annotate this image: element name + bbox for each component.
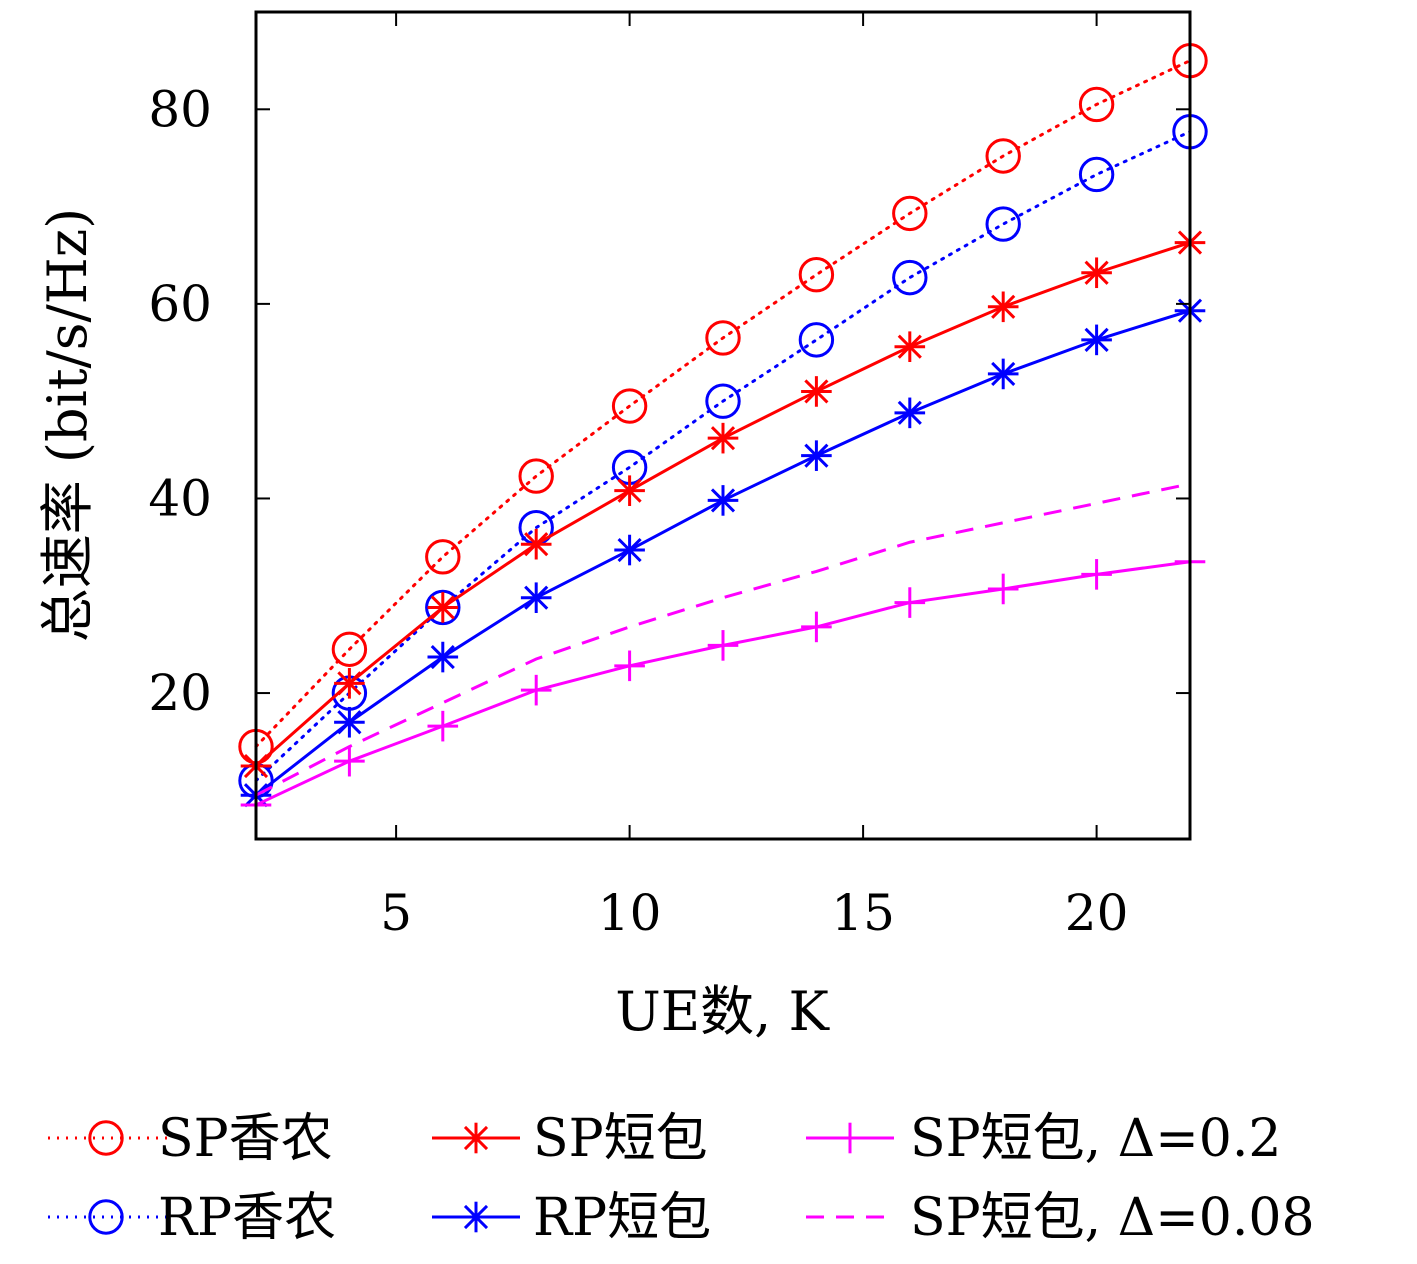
x-tick-label: 15 [831, 884, 895, 942]
data-point-circle [425, 539, 461, 575]
x-tick-label: 5 [380, 884, 412, 942]
data-point-asterisk [520, 582, 552, 614]
series-line [255, 309, 1191, 797]
data-point-asterisk [894, 331, 926, 362]
legend-item-4: SP短包, Δ=0.2 [806, 1109, 1282, 1169]
legend-label: SP短包 [533, 1109, 708, 1169]
plot-frame [254, 10, 1192, 841]
series-4 [240, 546, 1206, 821]
data-point-plus [834, 1122, 866, 1154]
legend-label: RP短包 [533, 1188, 711, 1248]
legend-item-5: SP短包, Δ=0.08 [806, 1188, 1315, 1248]
data-point-circle [798, 322, 835, 358]
data-point-plus [334, 745, 365, 777]
x-axis-title: UE数, K [615, 980, 830, 1043]
data-point-circle [892, 259, 928, 296]
series-line [254, 130, 1192, 783]
data-point-circle [985, 138, 1021, 174]
legend-item-1: RP香农 [48, 1188, 336, 1248]
legend-label: RP香农 [158, 1188, 336, 1248]
series-2 [240, 227, 1206, 782]
series-line [254, 59, 1192, 749]
data-point-asterisk [894, 397, 926, 429]
series-1 [238, 113, 1208, 799]
data-point-asterisk [801, 376, 832, 407]
data-point-circle [425, 589, 461, 626]
legend-item-0: SP香农 [48, 1109, 333, 1169]
series-0 [238, 42, 1208, 765]
data-point-asterisk [334, 668, 365, 699]
x-tick-label: 20 [1065, 884, 1129, 942]
legend: SP香农 RP香农 SP短包 RP短包 SP短包, Δ=0.2 SP短包, Δ=0.08 [48, 1109, 1315, 1248]
data-point-circle [88, 1199, 124, 1235]
data-point-asterisk [614, 475, 645, 506]
x-tick-label: 10 [598, 884, 662, 942]
ticks-layer: 5 10 15 20 20 40 60 80 [148, 12, 1190, 942]
data-point-circle [88, 1120, 124, 1156]
series-line [255, 560, 1191, 807]
data-point-circle [518, 458, 554, 494]
data-point-asterisk [801, 440, 832, 471]
data-point-plus [614, 650, 645, 682]
legend-label: SP香农 [158, 1109, 333, 1169]
data-point-asterisk [460, 1201, 492, 1233]
data-point-circle [331, 631, 368, 667]
series-layer [238, 42, 1208, 821]
data-point-plus [894, 587, 926, 618]
legend-item-3: RP短包 [432, 1188, 711, 1248]
data-point-circle [705, 320, 741, 356]
data-point-asterisk [707, 485, 739, 516]
data-point-asterisk [460, 1122, 492, 1154]
data-point-asterisk [987, 358, 1019, 390]
y-tick-label: 40 [148, 469, 212, 527]
data-point-circle [1078, 156, 1115, 193]
data-point-asterisk [987, 291, 1019, 323]
data-point-asterisk [520, 528, 552, 560]
y-tick-label: 60 [148, 275, 212, 333]
y-tick-label: 20 [148, 664, 212, 722]
legend-label: SP短包, Δ=0.2 [910, 1109, 1282, 1169]
data-point-plus [427, 710, 459, 742]
data-point-circle [985, 206, 1021, 242]
legend-item-2: SP短包 [432, 1109, 708, 1169]
y-axis-title: 总速率 (bit/s/Hz) [36, 208, 99, 642]
data-point-asterisk [1081, 324, 1112, 356]
data-point-asterisk [707, 422, 739, 454]
data-point-plus [1081, 559, 1112, 590]
data-point-asterisk [1081, 257, 1112, 289]
y-tick-label: 80 [148, 80, 212, 138]
data-point-asterisk [334, 706, 365, 738]
data-point-asterisk [427, 592, 459, 623]
data-point-circle [611, 388, 648, 424]
data-point-plus [801, 611, 832, 643]
data-point-plus [987, 573, 1019, 605]
legend-label: SP短包, Δ=0.08 [910, 1188, 1315, 1248]
series-3 [240, 295, 1206, 811]
data-point-asterisk [614, 534, 645, 566]
data-point-circle [798, 256, 835, 293]
data-point-plus [520, 674, 552, 706]
data-point-circle [892, 195, 928, 232]
data-point-circle [705, 383, 741, 419]
data-point-plus [707, 630, 739, 661]
data-point-circle [1078, 86, 1115, 123]
data-point-asterisk [427, 641, 459, 673]
